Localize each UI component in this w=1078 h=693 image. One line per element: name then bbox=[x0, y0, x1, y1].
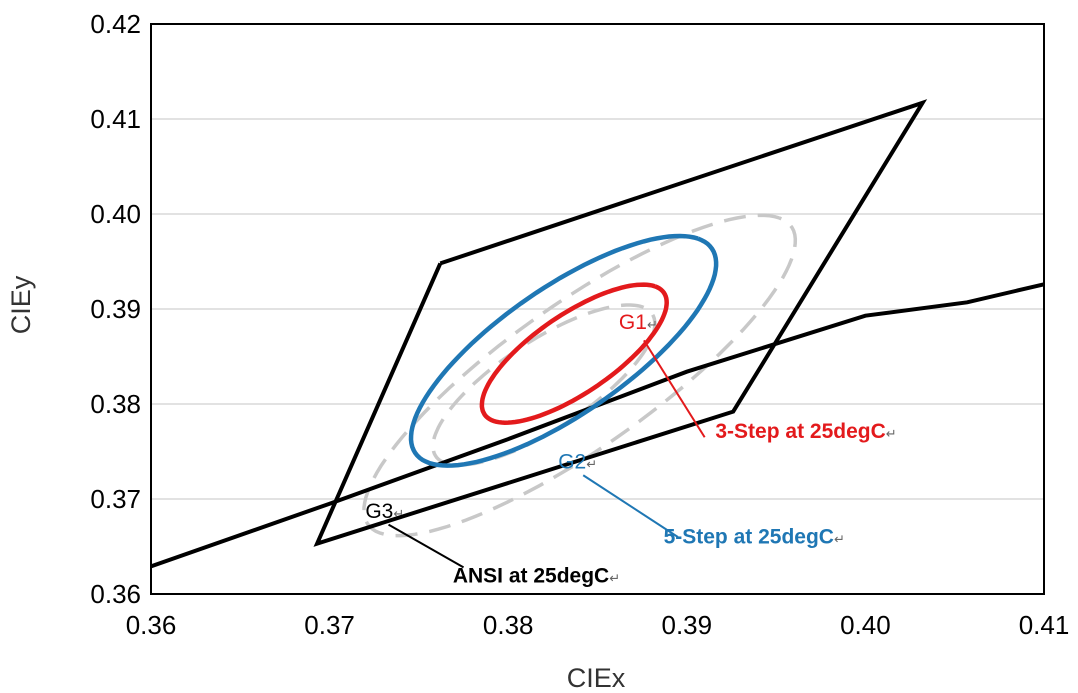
annotation-g1: G1↵ bbox=[619, 311, 658, 334]
y-tick-label: 0.36 bbox=[90, 579, 141, 609]
axis-ticks: 0.36 0.37 0.38 0.39 0.40 0.41 0.42 0.36 0.37 0.38… bbox=[90, 9, 1069, 640]
annotation-leader-line bbox=[388, 523, 465, 569]
g3-dashed-ellipse bbox=[362, 213, 798, 538]
return-mark-icon: ↵ bbox=[647, 317, 658, 332]
annotation-3-step-at-25degc: 3-Step at 25degC↵ bbox=[715, 420, 896, 443]
return-mark-icon: ↵ bbox=[834, 532, 845, 547]
x-tick-label: 0.40 bbox=[840, 610, 891, 640]
x-tick-label: 0.38 bbox=[483, 610, 534, 640]
annotation-g3: G3↵ bbox=[365, 500, 404, 523]
y-axis-title: CIEy bbox=[6, 275, 36, 334]
annotations: G1↵ G2↵ G3↵ 3-Step at 25degC↵ 5-Step at 25de… bbox=[365, 311, 896, 588]
y-tick-label: 0.41 bbox=[90, 104, 141, 134]
annotation-leader-line bbox=[643, 339, 706, 438]
x-tick-label: 0.39 bbox=[661, 610, 712, 640]
x-tick-label: 0.41 bbox=[1019, 610, 1070, 640]
return-mark-icon: ↵ bbox=[609, 571, 620, 586]
blackbody-locus-line bbox=[151, 282, 1044, 569]
x-tick-label: 0.37 bbox=[304, 610, 355, 640]
return-mark-icon: ↵ bbox=[586, 457, 597, 472]
y-tick-label: 0.40 bbox=[90, 199, 141, 229]
y-tick-label: 0.38 bbox=[90, 389, 141, 419]
return-mark-icon: ↵ bbox=[393, 506, 404, 521]
x-tick-label: 0.36 bbox=[126, 610, 177, 640]
plot-series bbox=[151, 99, 1044, 569]
annotation-leader-line bbox=[582, 474, 679, 538]
annotation-g2: G2↵ bbox=[558, 451, 597, 474]
g1-ellipse bbox=[479, 282, 669, 425]
ansi-quadrilateral bbox=[313, 99, 928, 547]
annotation-5-step-at-25degc: 5-Step at 25degC↵ bbox=[664, 526, 845, 549]
annotation-ansi-at-25degc: ANSI at 25degC↵ bbox=[453, 565, 620, 588]
y-tick-label: 0.39 bbox=[90, 294, 141, 324]
g2-ellipse bbox=[408, 233, 719, 468]
return-mark-icon: ↵ bbox=[886, 426, 897, 441]
y-tick-label: 0.42 bbox=[90, 9, 141, 39]
plot-frame bbox=[150, 23, 1045, 595]
x-axis-title: CIEx bbox=[567, 663, 626, 693]
y-tick-label: 0.37 bbox=[90, 484, 141, 514]
